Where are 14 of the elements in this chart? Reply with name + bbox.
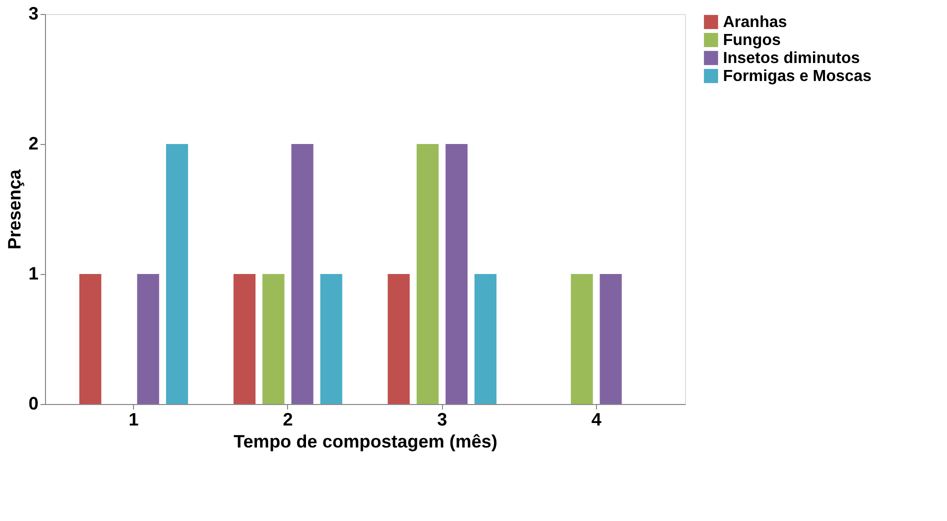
x-tick-label: 2	[282, 410, 293, 430]
y-tick-label: 0	[28, 394, 38, 414]
x-tick-label: 3	[437, 410, 448, 430]
x-tick-label: 1	[128, 410, 139, 430]
y-tick-label: 1	[28, 264, 38, 284]
y-axis-title: Presença	[4, 168, 24, 250]
x-axis-title: Tempo de compostagem (mês)	[234, 432, 498, 452]
legend-label: Aranhas	[723, 14, 788, 31]
y-tick-label: 3	[28, 4, 38, 24]
legend-label: Fungos	[723, 32, 781, 49]
x-tick-label: 4	[591, 410, 602, 430]
y-tick-label: 2	[28, 134, 38, 154]
legend-label: Formigas e Moscas	[723, 68, 872, 85]
legend-label: Insetos diminutos	[723, 50, 860, 67]
